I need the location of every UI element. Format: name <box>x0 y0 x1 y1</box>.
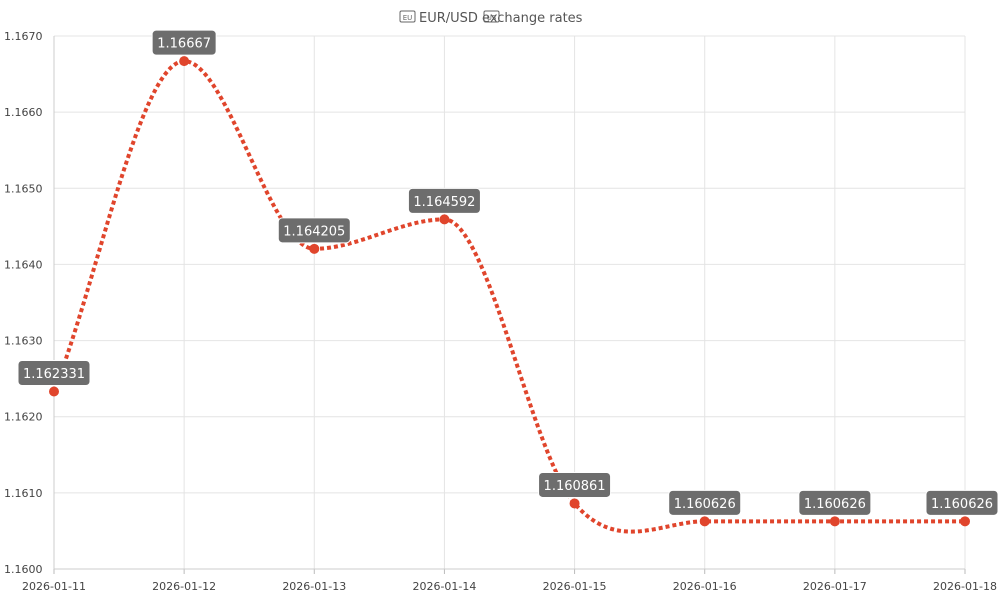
data-points <box>49 56 970 527</box>
data-point[interactable] <box>179 56 190 67</box>
y-tick-label: 1.1660 <box>4 106 43 119</box>
data-label-text: 1.164205 <box>283 224 345 239</box>
y-tick-label: 1.1640 <box>4 258 43 271</box>
y-tick-label: 1.1610 <box>4 487 43 500</box>
series-line-path <box>52 59 965 534</box>
x-tick-label: 2026-01-12 <box>152 580 216 593</box>
data-label-text: 1.16667 <box>157 37 211 52</box>
data-label-box <box>925 489 999 516</box>
y-tick-label: 1.1670 <box>4 30 43 43</box>
data-label-box <box>17 360 91 387</box>
x-tick-label: 2026-01-16 <box>673 580 737 593</box>
data-label-text: 1.160626 <box>674 497 736 512</box>
chart-title: EU EUR/USD exchange rates US <box>399 10 583 26</box>
data-label-text: 1.162331 <box>23 367 85 382</box>
data-label: 1.164205 <box>277 217 351 244</box>
data-label-box <box>538 471 612 498</box>
data-label-text: 1.160626 <box>804 497 866 512</box>
data-labels: 1.162331 1.16667 1.164205 1.164592 1.160861 1… <box>17 29 999 516</box>
chart-title-text: EUR/USD exchange rates <box>419 11 583 26</box>
y-axis: 1.1600 1.1610 1.1620 1.1630 1.1640 1.1650 1.16… <box>4 30 43 576</box>
x-tick-label: 2026-01-11 <box>22 580 86 593</box>
series-line <box>52 59 965 534</box>
data-label: 1.160626 <box>798 489 872 516</box>
data-label: 1.164592 <box>407 187 481 214</box>
data-point[interactable] <box>960 516 970 527</box>
us-flag-icon: US <box>483 10 500 23</box>
svg-text:EU: EU <box>403 14 413 22</box>
data-point[interactable] <box>829 516 840 527</box>
data-label-box <box>798 489 872 516</box>
data-label: 1.160626 <box>925 489 999 516</box>
data-point[interactable] <box>49 386 59 397</box>
data-label: 1.16667 <box>151 29 217 56</box>
data-point[interactable] <box>309 243 320 254</box>
eu-flag-icon: EU <box>399 10 416 23</box>
y-tick-label: 1.1600 <box>4 563 43 576</box>
x-tick-label: 2026-01-17 <box>803 580 867 593</box>
x-axis: 2026-01-11 2026-01-12 2026-01-13 2026-01-14… <box>22 580 997 593</box>
data-label: 1.162331 <box>17 360 91 387</box>
data-label-box <box>277 217 351 244</box>
x-tick-label: 2026-01-13 <box>282 580 346 593</box>
data-label-box <box>407 187 481 214</box>
y-tick-label: 1.1620 <box>4 411 43 424</box>
data-point[interactable] <box>699 516 710 527</box>
data-label: 1.160626 <box>668 489 742 516</box>
data-label-text: 1.160626 <box>931 497 993 512</box>
data-label-box <box>668 489 742 516</box>
data-label: 1.160861 <box>538 471 612 498</box>
data-label-text: 1.160861 <box>544 479 606 494</box>
x-tick-label: 2026-01-14 <box>412 580 476 593</box>
data-label-text: 1.164592 <box>413 195 475 210</box>
data-point[interactable] <box>439 214 450 225</box>
x-tick-label: 2026-01-18 <box>933 580 997 593</box>
svg-text:US: US <box>487 14 497 22</box>
data-point[interactable] <box>569 498 580 509</box>
y-tick-label: 1.1650 <box>4 182 43 195</box>
x-tick-label: 2026-01-15 <box>543 580 607 593</box>
data-label-box <box>151 29 217 56</box>
y-tick-label: 1.1630 <box>4 335 43 348</box>
